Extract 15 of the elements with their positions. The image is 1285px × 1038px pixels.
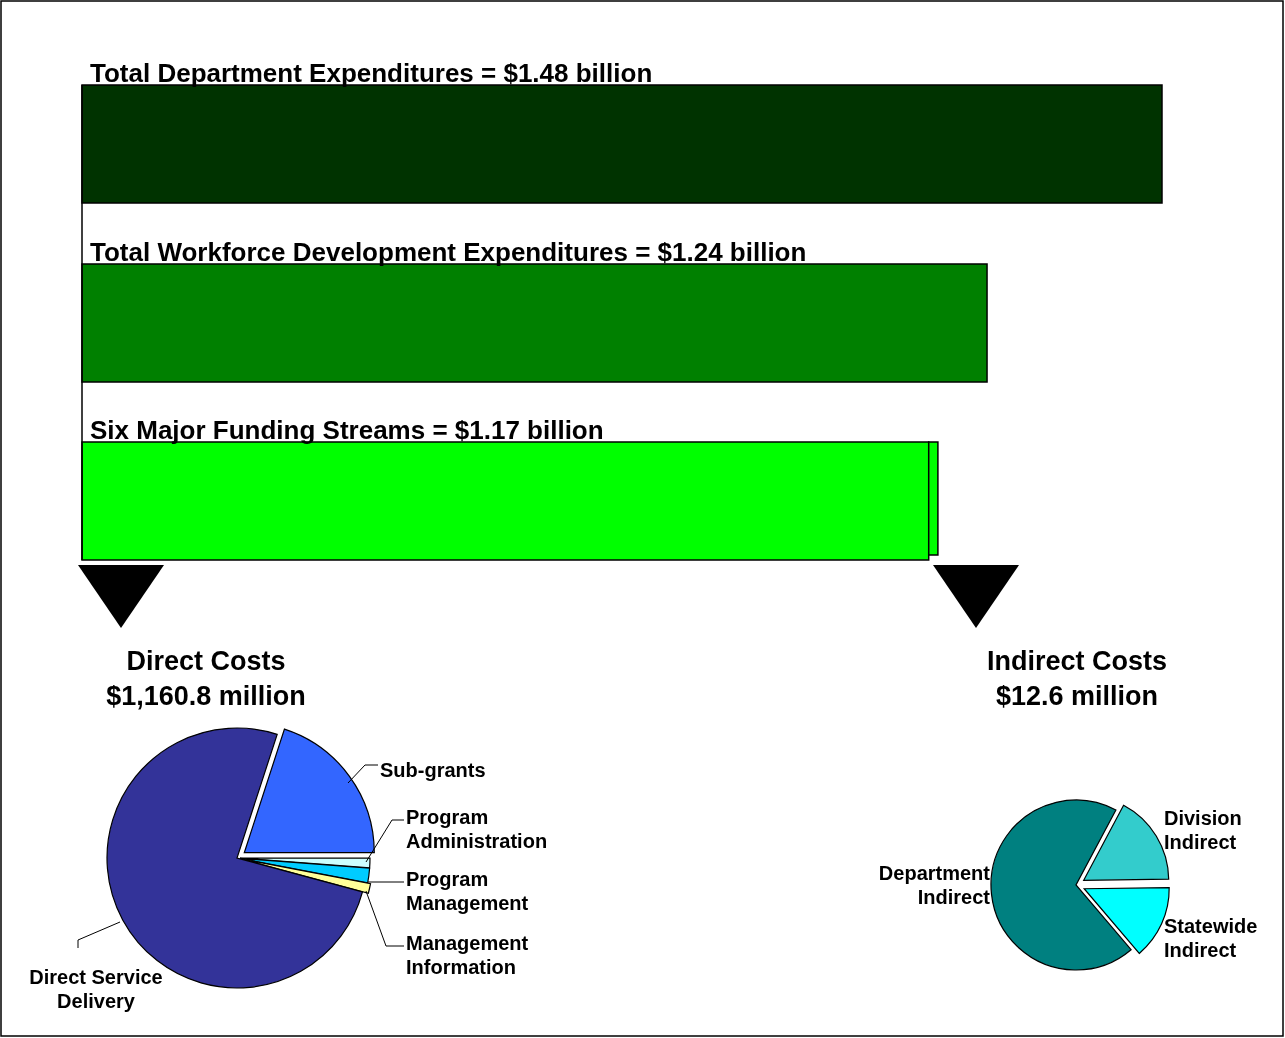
slice-label: Sub-grants [380, 759, 486, 781]
slice-label: Management Information [406, 932, 529, 978]
chart-title: Indirect Costs [986, 646, 1168, 676]
slice-label: Program Management [406, 868, 529, 914]
slice-label: Division Indirect [1164, 807, 1242, 853]
chart-subtitle: $1,160.8 million [106, 681, 306, 711]
slice-label: Direct Service Delivery [29, 966, 163, 1012]
y-tick-label: Six Major Funding Streams = $1.17 billion [90, 415, 604, 445]
slice-label: Department Indirect [878, 862, 991, 908]
slice-label: Program Administration [406, 806, 548, 852]
slice-label: Statewide Indirect [1164, 915, 1258, 961]
y-tick-label: Total Department Expenditures = $1.48 billion [90, 58, 653, 88]
chart-subtitle: $12.6 million [995, 681, 1159, 711]
chart-title: Direct Costs [126, 646, 286, 676]
y-tick-label: Total Workforce Development Expenditures = $1.24 billion [90, 237, 807, 267]
